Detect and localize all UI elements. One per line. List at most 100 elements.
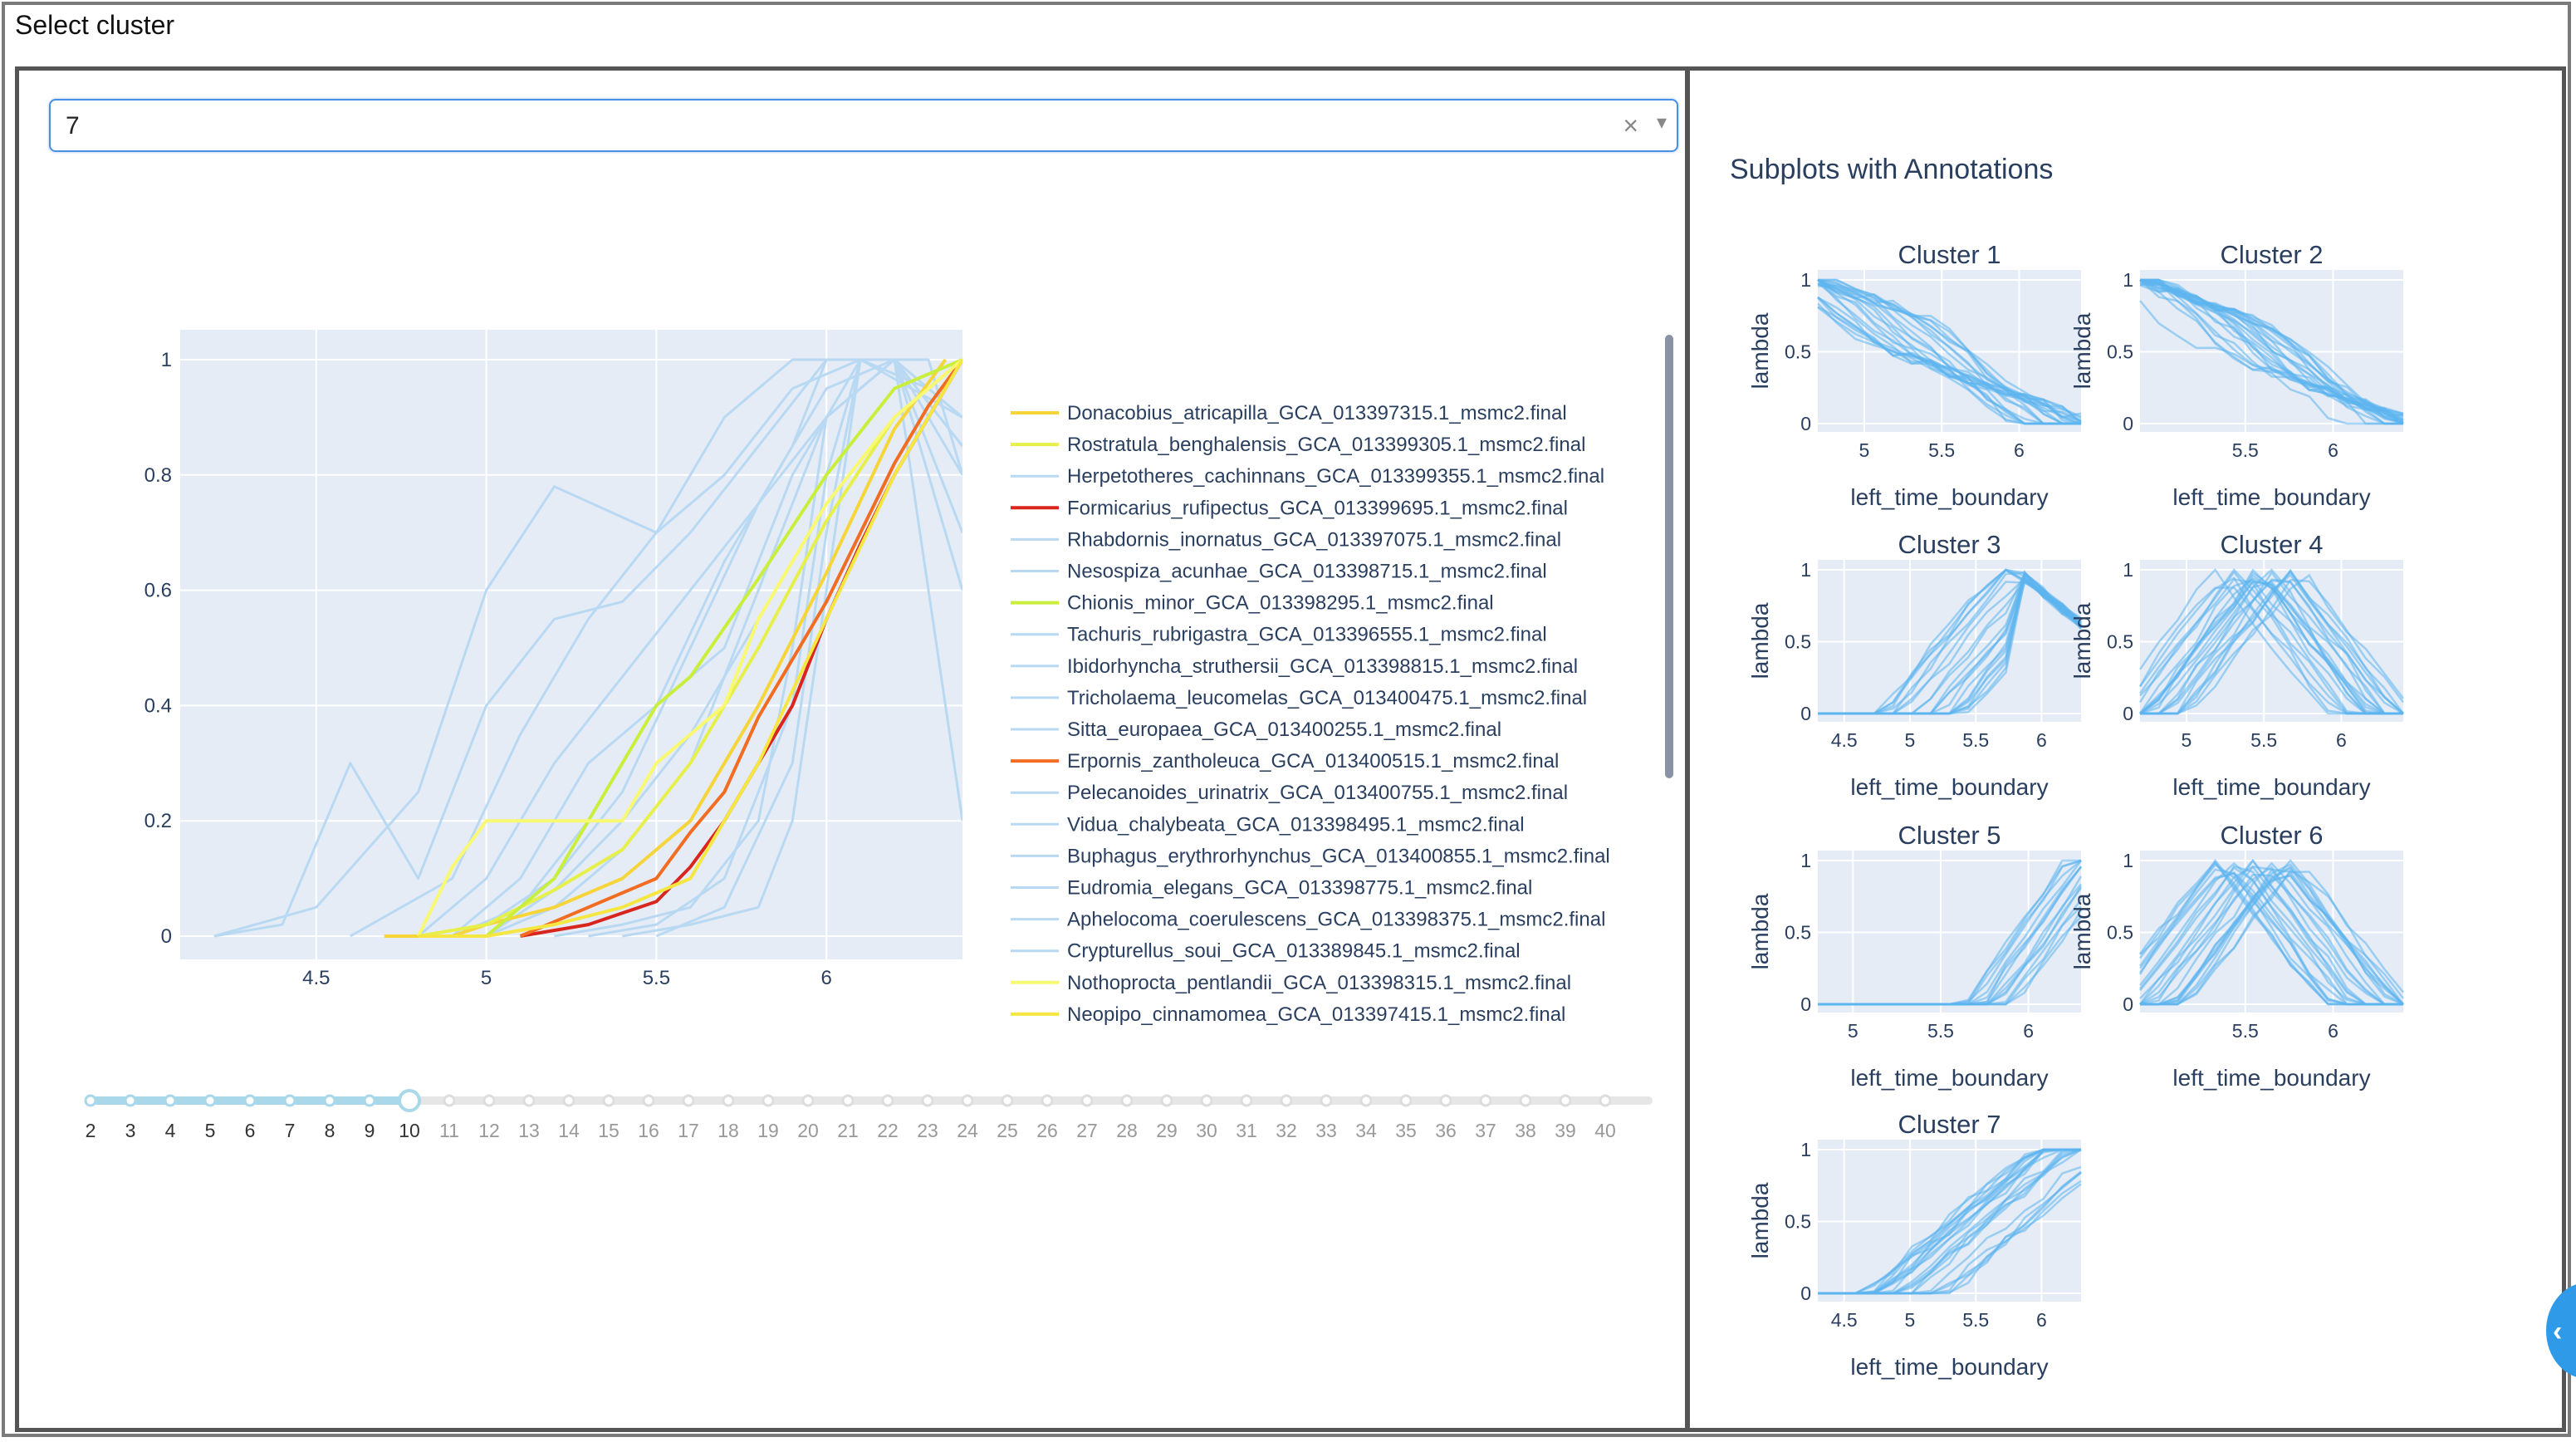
- slider-dot[interactable]: [1320, 1094, 1333, 1107]
- slider-mark-label[interactable]: 16: [638, 1120, 659, 1141]
- subplot-series-line[interactable]: [2140, 866, 2404, 1006]
- slider-dot[interactable]: [1559, 1094, 1572, 1107]
- slider-mark-label[interactable]: 4: [165, 1120, 176, 1141]
- series-line[interactable]: [417, 358, 962, 938]
- slider-mark-label[interactable]: 32: [1276, 1120, 1297, 1141]
- slider-dot[interactable]: [323, 1094, 336, 1107]
- slider-mark-label[interactable]: 10: [399, 1120, 420, 1141]
- series-line[interactable]: [655, 358, 962, 938]
- series-line[interactable]: [588, 358, 962, 938]
- slider-mark-label[interactable]: 27: [1076, 1120, 1098, 1141]
- slider-dot[interactable]: [1041, 1094, 1054, 1107]
- cluster-select-dropdown[interactable]: 7 × ▾: [49, 99, 1678, 152]
- legend-item[interactable]: Formicarius_rufipectus_GCA_013399695.1_m…: [1067, 497, 1568, 519]
- slider-mark-label[interactable]: 12: [478, 1120, 500, 1141]
- slider-dot[interactable]: [84, 1094, 97, 1107]
- slider-dot[interactable]: [482, 1094, 496, 1107]
- subplot-series-line[interactable]: [1818, 1148, 2082, 1295]
- legend-item[interactable]: Tachuris_rubrigastra_GCA_013396555.1_msm…: [1067, 624, 1547, 646]
- slider-mark-label[interactable]: 37: [1475, 1120, 1496, 1141]
- subplot-series-line[interactable]: [2139, 571, 2403, 715]
- subplot-series-line[interactable]: [2139, 281, 2403, 425]
- subplot-series-line[interactable]: [2139, 278, 2404, 423]
- subplot-series-line[interactable]: [2140, 573, 2404, 715]
- slider-mark-label[interactable]: 18: [717, 1120, 739, 1141]
- subplot-series-line[interactable]: [2139, 300, 2403, 425]
- legend-item[interactable]: Pelecanoides_urinatrix_GCA_013400755.1_m…: [1067, 782, 1568, 804]
- subplot-series-line[interactable]: [2140, 568, 2403, 715]
- slider-mark-label[interactable]: 33: [1315, 1120, 1337, 1141]
- legend-item[interactable]: Neopipo_cinnamomea_GCA_013397415.1_msmc2…: [1067, 1003, 1565, 1026]
- slider-dot[interactable]: [1359, 1094, 1373, 1107]
- slider-dot[interactable]: [562, 1094, 575, 1107]
- slider-handle[interactable]: [398, 1089, 421, 1112]
- subplot-series-line[interactable]: [2140, 573, 2404, 715]
- slider-mark-label[interactable]: 15: [598, 1120, 620, 1141]
- slider-mark-label[interactable]: 19: [757, 1120, 779, 1141]
- slider-dot[interactable]: [164, 1094, 177, 1107]
- subplot-series-line[interactable]: [1817, 282, 2082, 425]
- legend-item[interactable]: Ibidorhyncha_struthersii_GCA_013398815.1…: [1067, 655, 1578, 678]
- slider-dot[interactable]: [203, 1094, 217, 1107]
- slider-dot[interactable]: [961, 1094, 974, 1107]
- legend-item[interactable]: Nesospiza_acunhae_GCA_013398715.1_msmc2.…: [1067, 561, 1547, 583]
- slider-dot[interactable]: [283, 1094, 296, 1107]
- legend-item[interactable]: Rhabdornis_inornatus_GCA_013397075.1_msm…: [1067, 528, 1561, 551]
- subplot-series-line[interactable]: [1817, 279, 2081, 425]
- slider-mark-label[interactable]: 29: [1156, 1120, 1178, 1141]
- subplot-series-line[interactable]: [2139, 866, 2403, 1006]
- slider-mark-label[interactable]: 9: [365, 1120, 375, 1141]
- slider-dot[interactable]: [522, 1094, 536, 1107]
- slider-mark-label[interactable]: 31: [1236, 1120, 1257, 1141]
- slider-dot[interactable]: [1120, 1094, 1134, 1107]
- legend-item[interactable]: Vidua_chalybeata_GCA_013398495.1_msmc2.f…: [1067, 813, 1525, 836]
- legend-scrollbar[interactable]: [1665, 335, 1673, 778]
- subplot-series-line[interactable]: [1817, 297, 2081, 425]
- slider-mark-label[interactable]: 26: [1036, 1120, 1058, 1141]
- legend-item[interactable]: Tricholaema_leucomelas_GCA_013400475.1_m…: [1067, 687, 1587, 709]
- slider-mark-label[interactable]: 38: [1515, 1120, 1536, 1141]
- slider-dot[interactable]: [921, 1094, 934, 1107]
- slider-dot[interactable]: [801, 1094, 815, 1107]
- slider-mark-label[interactable]: 2: [86, 1120, 96, 1141]
- slider-mark-label[interactable]: 40: [1594, 1120, 1616, 1141]
- slider-dot[interactable]: [841, 1094, 855, 1107]
- subplot-series-line[interactable]: [2140, 875, 2404, 1006]
- slider-mark-label[interactable]: 35: [1395, 1120, 1417, 1141]
- series-line[interactable]: [213, 358, 962, 938]
- slider-dot[interactable]: [682, 1094, 695, 1107]
- subplot-series-line[interactable]: [1817, 278, 2081, 425]
- slider-dot[interactable]: [1439, 1094, 1452, 1107]
- slider-dot[interactable]: [1240, 1094, 1253, 1107]
- subplot-series-line[interactable]: [2138, 578, 2403, 715]
- slider-mark-label[interactable]: 6: [245, 1120, 256, 1141]
- slider-mark-label[interactable]: 13: [518, 1120, 540, 1141]
- slider-mark-label[interactable]: 28: [1116, 1120, 1138, 1141]
- subplot-series-line[interactable]: [1817, 278, 2082, 418]
- legend-item[interactable]: Nothoprocta_pentlandii_GCA_013398315.1_m…: [1067, 972, 1571, 994]
- series-line[interactable]: [384, 358, 948, 938]
- subplot-series-line[interactable]: [2140, 861, 2403, 1006]
- slider-mark-label[interactable]: 30: [1196, 1120, 1217, 1141]
- legend-item[interactable]: Buphagus_erythrorhynchus_GCA_013400855.1…: [1067, 845, 1610, 867]
- slider-mark-label[interactable]: 14: [558, 1120, 580, 1141]
- slider-mark-label[interactable]: 34: [1355, 1120, 1377, 1141]
- slider-dot[interactable]: [443, 1094, 456, 1107]
- subplot-series-line[interactable]: [1818, 887, 2082, 1006]
- subplot-series-line[interactable]: [2140, 868, 2404, 1006]
- subplot-series-line[interactable]: [2140, 278, 2404, 420]
- slider-dot[interactable]: [124, 1094, 137, 1107]
- slider-dot[interactable]: [243, 1094, 257, 1107]
- legend-item[interactable]: Chionis_minor_GCA_013398295.1_msmc2.fina…: [1067, 592, 1494, 615]
- subplot-series-line[interactable]: [2140, 578, 2405, 715]
- slider-mark-label[interactable]: 17: [678, 1120, 699, 1141]
- subplot-series-line[interactable]: [2140, 578, 2403, 715]
- subplot-series-line[interactable]: [2138, 858, 2403, 1006]
- slider-dot[interactable]: [602, 1094, 615, 1107]
- slider-dot[interactable]: [1399, 1094, 1413, 1107]
- slider-dot[interactable]: [1001, 1094, 1014, 1107]
- legend-item[interactable]: Crypturellus_soui_GCA_013389845.1_msmc2.…: [1067, 940, 1521, 963]
- series-line[interactable]: [416, 358, 962, 937]
- clear-icon[interactable]: ×: [1623, 110, 1638, 140]
- legend-item[interactable]: Herpetotheres_cachinnans_GCA_013399355.1…: [1067, 465, 1604, 488]
